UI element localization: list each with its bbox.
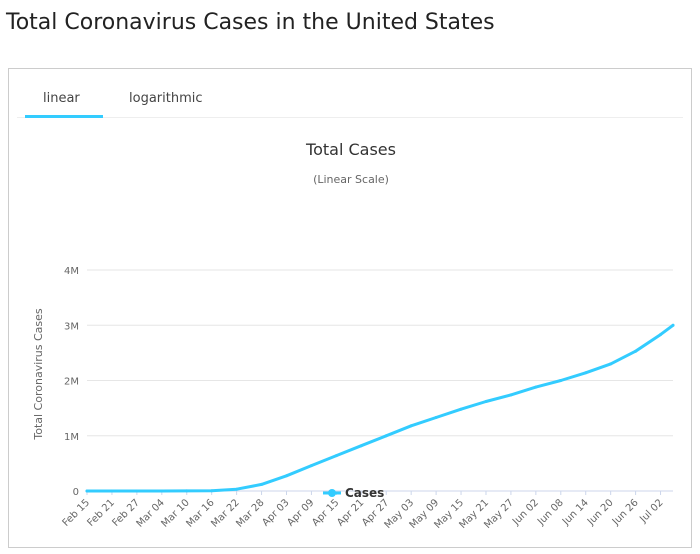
chart-title: Total Cases bbox=[305, 140, 396, 159]
data-point[interactable] bbox=[260, 482, 264, 486]
data-point[interactable] bbox=[459, 407, 463, 411]
tab-linear[interactable]: linear bbox=[43, 91, 80, 106]
y-tick-label: 1M bbox=[64, 432, 79, 443]
chart-svg: Total Cases (Linear Scale) Total Coronav… bbox=[32, 140, 675, 531]
series-group bbox=[85, 323, 675, 493]
scale-tabs: linear logarithmic bbox=[17, 83, 683, 118]
data-point[interactable] bbox=[409, 424, 413, 428]
x-tick-label: Jun 14 bbox=[560, 497, 591, 528]
page-title: Total Coronavirus Cases in the United St… bbox=[6, 10, 495, 35]
chart-card: linear logarithmic Total Cases (Linear S… bbox=[8, 68, 692, 548]
x-tick-label: Jun 26 bbox=[610, 497, 641, 528]
data-point[interactable] bbox=[309, 464, 313, 468]
data-point[interactable] bbox=[509, 393, 513, 397]
data-point[interactable] bbox=[110, 489, 114, 493]
x-tick-label: Mar 28 bbox=[234, 497, 266, 529]
y-tick-label: 2M bbox=[64, 377, 79, 388]
legend-label-cases: Cases bbox=[345, 486, 384, 500]
data-point[interactable] bbox=[659, 333, 662, 337]
x-tick-label: Apr 09 bbox=[285, 497, 316, 528]
x-tick-label: Jun 08 bbox=[535, 497, 566, 528]
gridlines bbox=[87, 269, 673, 492]
data-point[interactable] bbox=[85, 489, 89, 493]
data-point[interactable] bbox=[285, 474, 288, 478]
y-tick-label: 0 bbox=[73, 487, 79, 498]
y-axis-ticks: 0 1M 2M 3M 4M bbox=[64, 266, 79, 498]
data-point[interactable] bbox=[559, 379, 563, 382]
chart-subtitle: (Linear Scale) bbox=[313, 173, 389, 186]
x-tick-label: Apr 21 bbox=[335, 497, 366, 528]
data-point[interactable] bbox=[434, 416, 438, 419]
data-point[interactable] bbox=[135, 489, 139, 493]
data-point[interactable] bbox=[160, 489, 164, 493]
y-tick-label: 3M bbox=[64, 321, 79, 332]
data-point[interactable] bbox=[584, 371, 588, 375]
data-point[interactable] bbox=[359, 444, 363, 448]
legend[interactable]: Cases bbox=[323, 486, 384, 500]
tab-logarithmic[interactable]: logarithmic bbox=[129, 91, 203, 106]
y-tick-label: 4M bbox=[64, 266, 79, 277]
x-tick-label: Jun 02 bbox=[510, 497, 541, 528]
active-tab-underline bbox=[25, 115, 103, 118]
data-point[interactable] bbox=[484, 400, 488, 403]
x-tick-label: Apr 03 bbox=[260, 497, 291, 528]
data-point[interactable] bbox=[210, 489, 214, 493]
data-point[interactable] bbox=[671, 323, 675, 327]
x-tick-label: Jun 20 bbox=[585, 497, 616, 528]
data-point[interactable] bbox=[384, 434, 388, 438]
data-point[interactable] bbox=[534, 385, 538, 389]
x-tick-label: Jul 02 bbox=[637, 497, 665, 525]
data-point[interactable] bbox=[634, 349, 638, 353]
y-axis-title: Total Coronavirus Cases bbox=[32, 308, 45, 441]
x-tick-label: Apr 15 bbox=[310, 497, 341, 528]
legend-swatch-marker bbox=[328, 489, 336, 497]
data-point[interactable] bbox=[609, 362, 613, 366]
data-point[interactable] bbox=[185, 489, 189, 493]
data-point[interactable] bbox=[334, 454, 338, 458]
data-point[interactable] bbox=[235, 487, 239, 491]
series-line-cases[interactable] bbox=[85, 323, 675, 493]
